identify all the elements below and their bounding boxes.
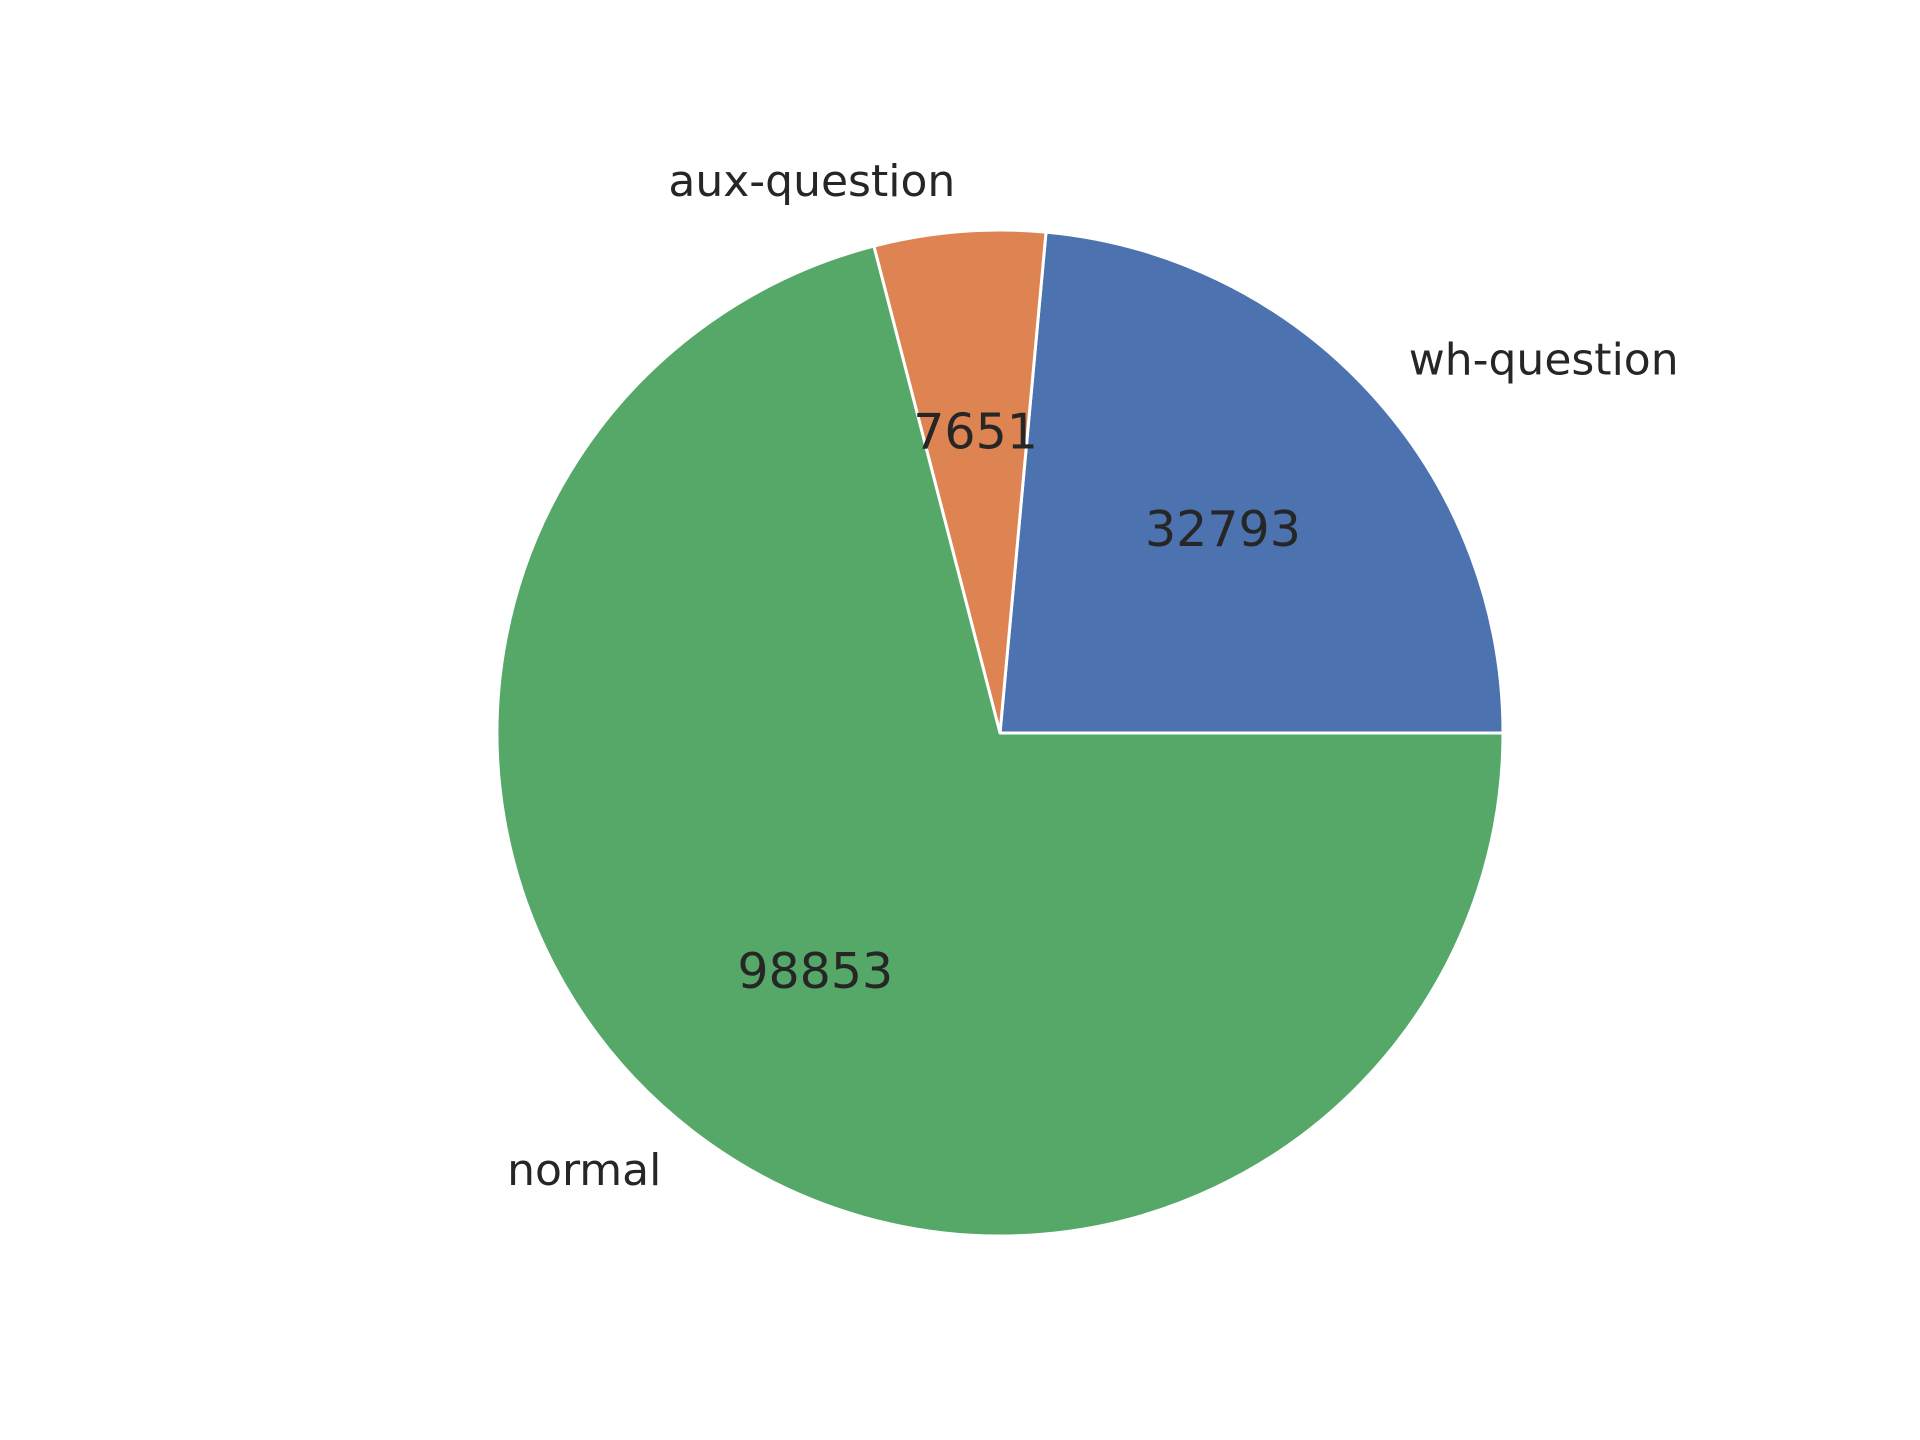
pie-slice-aux-question (872, 228, 1048, 735)
pie-value-normal: 98853 (737, 943, 893, 1000)
pie-category-labels: wh-question aux-question normal (507, 156, 1678, 1196)
pie-slices (495, 228, 1505, 1238)
pie-slice-wh-question (998, 230, 1505, 735)
pie-value-aux-question: 7651 (913, 404, 1038, 461)
pie-label-normal: normal (507, 1145, 661, 1196)
pie-value-wh-question: 32793 (1145, 501, 1301, 558)
pie-label-aux-question: aux-question (668, 156, 955, 207)
pie-slice-normal (495, 244, 1505, 1238)
pie-value-labels: 32793 7651 98853 (737, 404, 1301, 1000)
pie-label-wh-question: wh-question (1409, 335, 1679, 386)
